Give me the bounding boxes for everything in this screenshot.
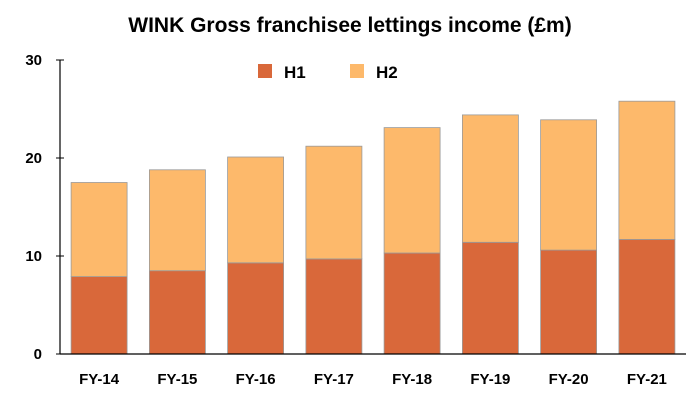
bar-h1-fy-17: [305, 258, 363, 355]
legend-swatch-h1: [258, 64, 272, 78]
bars-layer: FY-14 FY-15 FY-16 FY-17 FY-18 FY-19 FY-20 FY-21: [70, 100, 676, 388]
bar-h2-fy-18: [383, 127, 441, 254]
bar-h2-fy-21: [618, 100, 676, 240]
x-tick-label: FY-15: [157, 371, 197, 388]
bar-h1-fy-15: [148, 270, 206, 355]
x-tick-label: FY-14: [79, 371, 120, 388]
chart-title: WINK Gross franchisee lettings income (£…: [128, 14, 572, 37]
axes-layer: 0 10 20 30: [25, 52, 686, 363]
y-tick-label: 30: [25, 52, 42, 69]
bar-h2-fy-14: [70, 182, 128, 277]
legend-label-h1: H1: [284, 63, 306, 82]
bar-h2-fy-17: [305, 145, 363, 260]
bar-h1-fy-14: [70, 276, 128, 355]
x-tick-label: FY-17: [314, 371, 354, 388]
y-tick-label: 10: [25, 248, 42, 265]
x-tick-label: FY-21: [627, 371, 667, 388]
bar-h2-fy-16: [227, 156, 285, 264]
x-tick-label: FY-16: [236, 371, 276, 388]
bar-h2-fy-20: [540, 119, 597, 251]
bar-h1-fy-18: [383, 252, 441, 355]
bar-h1-fy-19: [461, 241, 519, 355]
x-tick-label: FY-20: [549, 371, 589, 388]
bar-h2-fy-19: [461, 114, 519, 243]
legend: H1 H2: [258, 63, 398, 82]
y-tick-label: 20: [25, 150, 42, 167]
bar-h2-fy-15: [148, 169, 206, 272]
bar-h1-fy-20: [540, 249, 597, 355]
legend-swatch-h2: [350, 64, 364, 78]
bar-h1-fy-21: [618, 238, 676, 355]
legend-label-h2: H2: [376, 63, 398, 82]
bar-h1-fy-16: [227, 262, 285, 355]
x-tick-label: FY-18: [392, 371, 432, 388]
y-tick-label: 0: [34, 346, 42, 363]
x-tick-label: FY-19: [470, 371, 510, 388]
